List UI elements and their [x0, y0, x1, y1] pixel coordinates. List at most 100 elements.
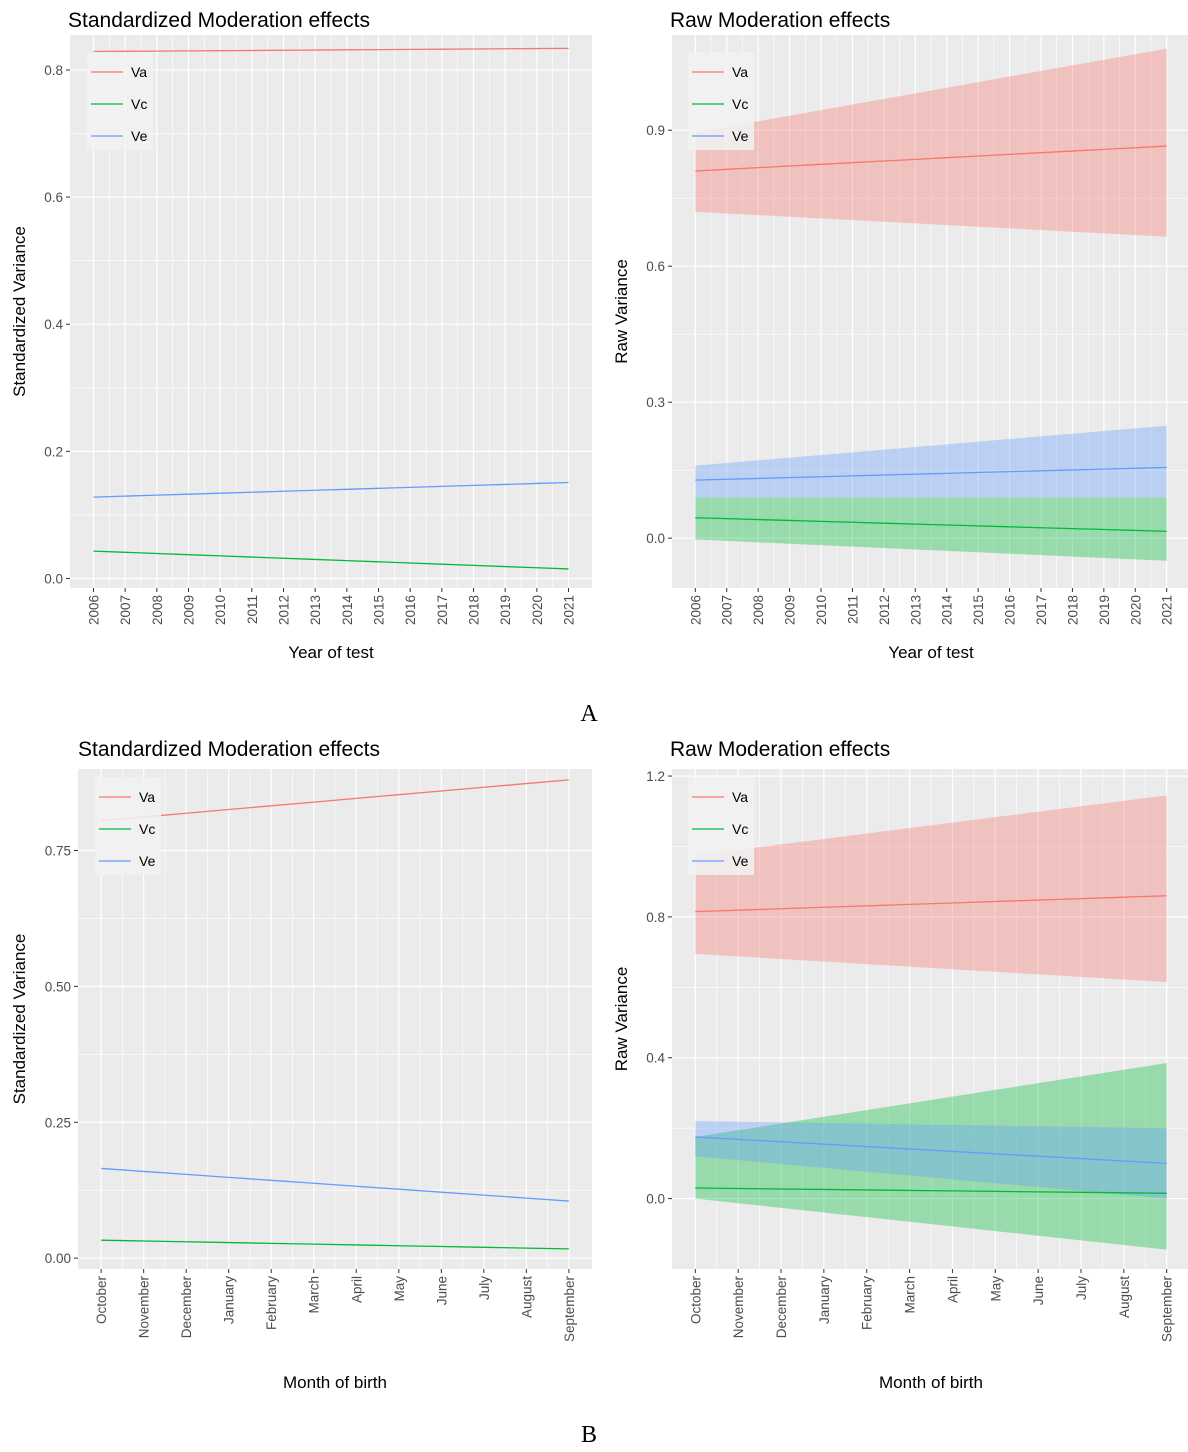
legend-background — [688, 52, 754, 150]
x-tick-label: 2012 — [877, 595, 892, 625]
x-tick-label: October — [94, 1276, 109, 1325]
x-tick-label: 2009 — [181, 595, 196, 625]
y-tick-label: 0.9 — [646, 123, 665, 138]
ribbon-va — [695, 48, 1167, 237]
x-tick-label: September — [1160, 1276, 1175, 1343]
x-tick-label: 2019 — [498, 595, 513, 625]
x-tick-label: 2020 — [1128, 595, 1143, 625]
y-axis-label: Standardized Variance — [10, 226, 29, 397]
chart-title: Standardized Moderation effects — [68, 9, 370, 32]
x-tick-label: 2014 — [940, 595, 955, 626]
series-line-va — [695, 145, 1167, 172]
x-tick-label: 2019 — [1097, 595, 1112, 625]
y-tick-label: 0.75 — [45, 844, 71, 859]
x-tick-label: February — [860, 1276, 875, 1330]
series-line-ve — [93, 481, 569, 498]
y-tick-label: 0.6 — [646, 259, 665, 274]
series-line-vc — [93, 550, 569, 570]
chart-year-standardized: 0.0 0.2 0.4 0.6 0.8 2006 2007 2008 2009 2010 2011 2… — [10, 9, 592, 662]
x-axis-label: Year of test — [888, 643, 974, 662]
ribbon-vc — [695, 497, 1167, 561]
series-line-ve — [101, 1167, 569, 1202]
chart-title: Raw Moderation effects — [670, 9, 890, 32]
y-tick-label: 0.50 — [45, 979, 71, 994]
y-tick-label: 0.25 — [45, 1115, 71, 1130]
y-tick-label: 0.2 — [44, 444, 63, 459]
series-line-va — [101, 779, 569, 822]
x-tick-label: December — [179, 1276, 194, 1339]
x-tick-label: 2020 — [530, 595, 545, 625]
legend-background — [95, 777, 161, 875]
x-tick-label: 2012 — [276, 595, 291, 625]
x-tick-label: 2006 — [86, 595, 101, 625]
legend-label-va: Va — [732, 64, 748, 80]
x-tick-label: May — [392, 1276, 407, 1302]
x-tick-label: 2013 — [308, 595, 323, 625]
x-tick-label: February — [264, 1276, 279, 1330]
x-tick-label: July — [477, 1276, 492, 1300]
series-line-ve — [695, 466, 1167, 481]
y-tick-label: 0.00 — [45, 1251, 71, 1266]
y-tick-label: 0.4 — [44, 317, 63, 332]
legend: Va Vc Ve — [688, 52, 754, 150]
legend-background — [688, 777, 754, 875]
x-tick-label: October — [688, 1276, 703, 1325]
x-tick-label: 2011 — [245, 595, 260, 624]
x-tick-label: 2018 — [467, 595, 482, 625]
y-tick-label: 1.2 — [646, 769, 665, 784]
x-tick-label: 2010 — [213, 595, 228, 625]
x-axis-label: Year of test — [288, 643, 374, 662]
x-axis-label: Month of birth — [283, 1373, 387, 1392]
series-line-va — [93, 47, 569, 53]
x-tick-label: 2007 — [720, 595, 735, 625]
x-tick-label: 2018 — [1065, 595, 1080, 625]
legend-label-ve: Ve — [732, 853, 749, 869]
y-tick-label: 0.4 — [646, 1051, 665, 1066]
x-tick-label: 2010 — [814, 595, 829, 625]
legend: Va Vc Ve — [95, 777, 161, 875]
x-tick-label: 2007 — [118, 595, 133, 625]
x-tick-label: August — [1117, 1276, 1132, 1318]
series-line-ve — [695, 1136, 1167, 1165]
x-tick-label: 2016 — [1003, 595, 1018, 625]
x-tick-label: August — [519, 1276, 534, 1318]
plot-background — [672, 769, 1188, 1269]
legend-label-vc: Vc — [131, 96, 147, 112]
x-axis-label: Month of birth — [879, 1373, 983, 1392]
x-tick-label: 2006 — [688, 595, 703, 625]
ribbon-ve — [695, 425, 1167, 498]
series-line-va — [695, 895, 1167, 913]
legend-label-ve: Ve — [131, 128, 148, 144]
x-tick-label: 2014 — [340, 595, 355, 626]
y-tick-label: 0.6 — [44, 190, 63, 205]
x-tick-label: April — [945, 1276, 960, 1303]
x-tick-label: 2008 — [150, 595, 165, 625]
legend-background — [87, 52, 153, 150]
x-tick-label: December — [774, 1276, 789, 1339]
x-tick-label: November — [731, 1276, 746, 1339]
legend-label-va: Va — [732, 789, 748, 805]
x-tick-label: 2017 — [435, 595, 450, 625]
ribbon-ve — [695, 1121, 1167, 1199]
x-tick-label: 2021 — [1160, 595, 1175, 625]
y-tick-label: 0.0 — [44, 571, 63, 586]
x-tick-label: 2015 — [971, 595, 986, 625]
x-tick-label: 2013 — [908, 595, 923, 625]
panel-label-b: B — [581, 1422, 597, 1448]
x-tick-label: 2008 — [751, 595, 766, 625]
chart-title: Raw Moderation effects — [670, 738, 890, 761]
legend-label-vc: Vc — [732, 96, 748, 112]
x-tick-label: 2021 — [562, 595, 577, 625]
legend-label-vc: Vc — [139, 821, 155, 837]
x-tick-label: April — [349, 1276, 364, 1303]
x-tick-label: September — [562, 1276, 577, 1343]
legend-label-vc: Vc — [732, 821, 748, 837]
legend-label-ve: Ve — [732, 128, 749, 144]
y-tick-label: 0.0 — [646, 531, 665, 546]
y-axis-label: Standardized Variance — [10, 934, 29, 1105]
series-line-vc — [695, 517, 1167, 532]
series-line-vc — [101, 1239, 569, 1250]
chart-month-standardized: 0.00 0.25 0.50 0.75 October November December J… — [10, 738, 592, 1392]
legend-label-ve: Ve — [139, 853, 156, 869]
